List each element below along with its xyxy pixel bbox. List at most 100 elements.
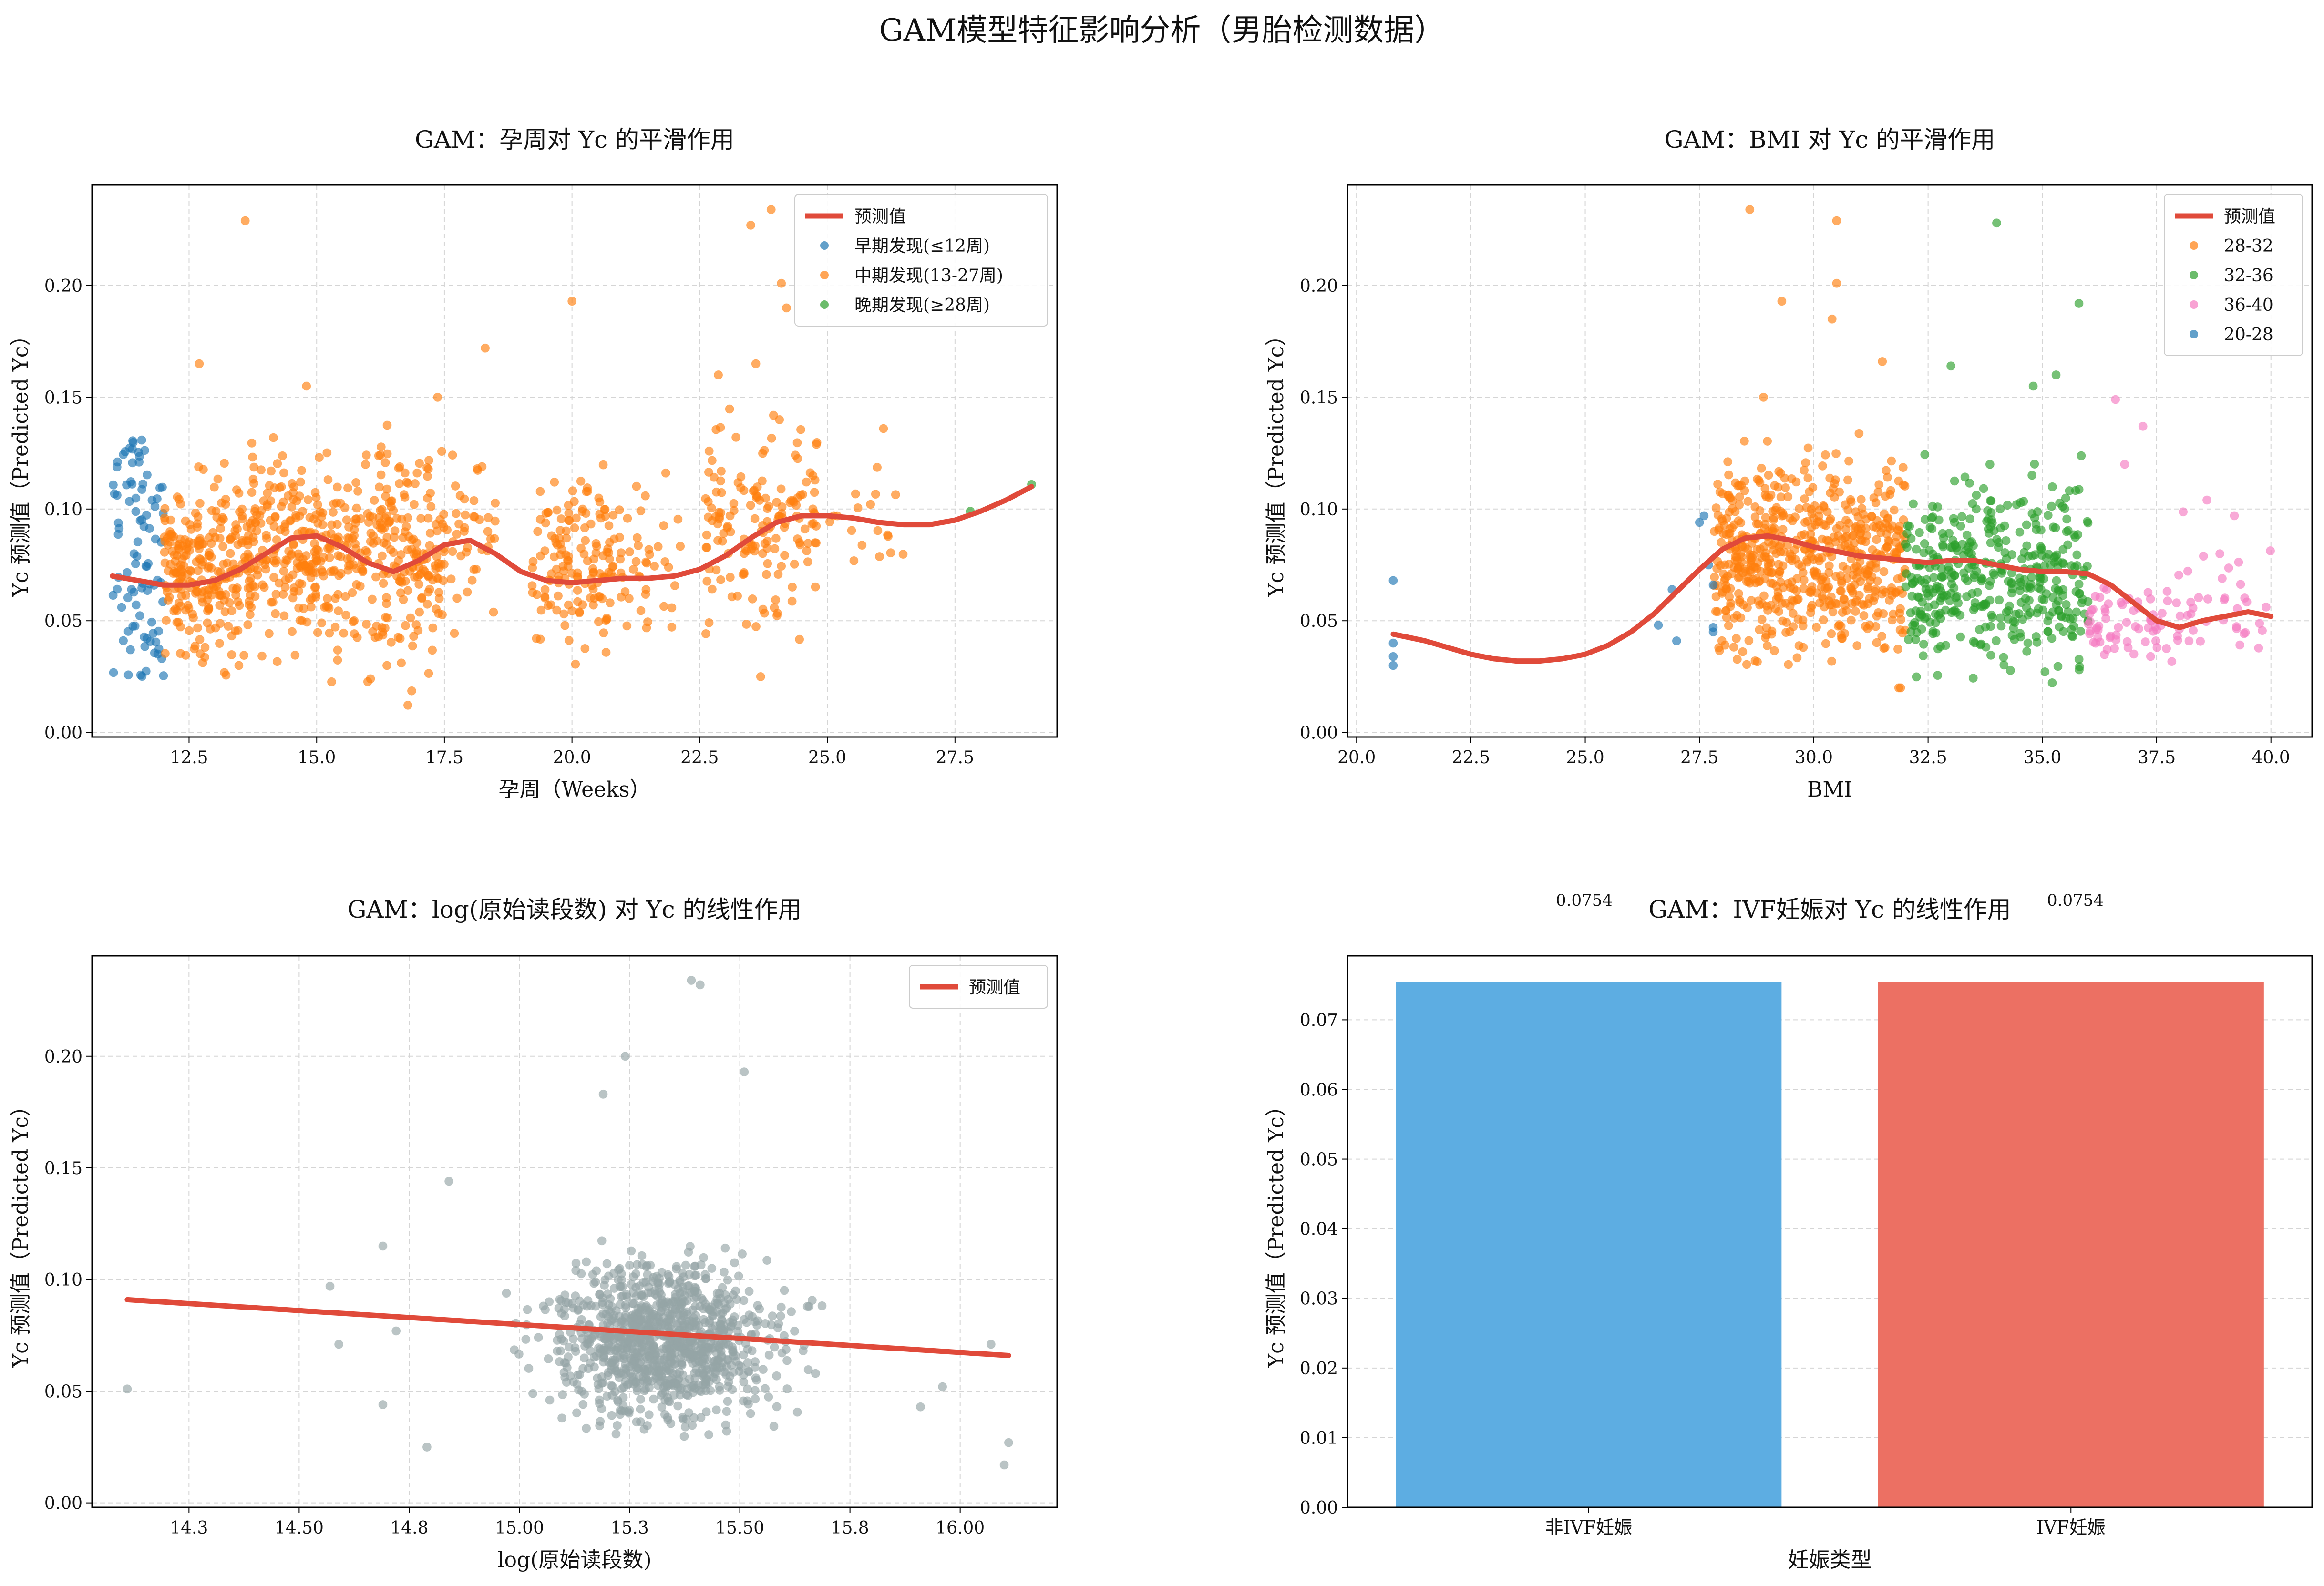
scatter-point xyxy=(2172,598,2181,608)
scatter-point xyxy=(1837,634,1847,643)
scatter-point xyxy=(1744,577,1753,586)
scatter-point xyxy=(2063,607,2073,616)
scatter-point xyxy=(2122,618,2131,627)
scatter-point xyxy=(232,583,242,593)
scatter-point xyxy=(159,671,168,681)
scatter-point xyxy=(1760,520,1770,529)
scatter-point xyxy=(343,483,352,493)
scatter-point xyxy=(381,613,391,622)
scatter-point xyxy=(662,1351,672,1361)
scatter-point xyxy=(416,514,426,523)
x-tick-label: 40.0 xyxy=(2252,748,2290,767)
scatter-point xyxy=(437,447,446,456)
scatter-point xyxy=(555,526,565,535)
scatter-point xyxy=(128,458,137,468)
scatter-point xyxy=(197,560,207,570)
scatter-point xyxy=(227,650,237,659)
scatter-point xyxy=(297,466,306,475)
scatter-point xyxy=(644,545,654,554)
scatter-point xyxy=(2058,591,2067,600)
scatter-point xyxy=(1728,523,1737,532)
scatter-point xyxy=(434,609,443,618)
scatter-point xyxy=(1742,660,1751,669)
scatter-point xyxy=(170,550,179,560)
scatter-point xyxy=(144,524,154,533)
scatter-point xyxy=(637,1301,646,1310)
scatter-point xyxy=(433,574,443,583)
scatter-point xyxy=(673,1337,683,1347)
scatter-point xyxy=(162,616,171,625)
scatter-point xyxy=(618,1282,627,1291)
x-axis-label: log(原始读段数) xyxy=(497,1548,651,1572)
scatter-point xyxy=(2189,625,2198,635)
scatter-point xyxy=(2043,616,2053,626)
scatter-point xyxy=(2015,573,2024,583)
scatter-point xyxy=(739,1370,748,1380)
scatter-point xyxy=(1724,470,1733,480)
scatter-point xyxy=(193,519,202,529)
scatter-point xyxy=(1899,515,1908,524)
scatter-point xyxy=(212,512,222,522)
scatter-point xyxy=(174,617,183,627)
scatter-point xyxy=(679,1432,689,1441)
scatter-point xyxy=(2140,637,2150,646)
scatter-point xyxy=(1968,674,1978,683)
scatter-point xyxy=(218,542,227,551)
scatter-point xyxy=(1844,456,1853,466)
scatter-point xyxy=(1817,583,1826,592)
scatter-point xyxy=(561,550,571,560)
scatter-point xyxy=(576,476,586,486)
scatter-point xyxy=(547,531,556,541)
scatter-point xyxy=(415,570,424,580)
scatter-point xyxy=(313,500,322,510)
scatter-point xyxy=(227,631,237,641)
scatter-point xyxy=(1827,314,1837,324)
scatter-point xyxy=(279,611,289,621)
scatter-point xyxy=(1917,624,1926,634)
y-axis-label: Yc 预测值（Predicted Yc） xyxy=(9,1095,33,1368)
scatter-point xyxy=(127,585,136,594)
scatter-point xyxy=(785,498,795,507)
scatter-point xyxy=(2053,662,2063,671)
scatter-point xyxy=(2092,623,2102,633)
scatter-point xyxy=(561,1358,571,1368)
scatter-point xyxy=(1734,516,1743,525)
scatter-point xyxy=(1879,644,1889,653)
scatter-point xyxy=(341,610,351,620)
scatter-point xyxy=(173,492,182,502)
scatter-point xyxy=(1882,542,1892,552)
scatter-point xyxy=(279,566,288,576)
scatter-point xyxy=(1855,530,1865,540)
scatter-point xyxy=(1985,460,1995,469)
scatter-point xyxy=(380,458,390,467)
scatter-point xyxy=(650,562,659,571)
scatter-point xyxy=(2162,644,2171,653)
scatter-point xyxy=(1879,567,1889,576)
scatter-point xyxy=(603,1371,613,1380)
legend-point-swatch xyxy=(2190,241,2198,250)
scatter-point xyxy=(612,1318,621,1327)
scatter-point xyxy=(535,551,545,561)
scatter-point xyxy=(704,446,714,456)
scatter-point xyxy=(725,573,735,582)
scatter-point xyxy=(571,513,581,523)
scatter-point xyxy=(769,1422,779,1431)
scatter-point xyxy=(151,534,160,544)
scatter-point xyxy=(2114,623,2123,632)
scatter-point xyxy=(167,532,177,541)
scatter-point xyxy=(1746,555,1756,565)
legend-label: 预测值 xyxy=(969,978,1020,997)
scatter-point xyxy=(2104,599,2113,608)
plot-area xyxy=(1388,205,2275,693)
scatter-point xyxy=(2235,640,2245,650)
scatter-point xyxy=(224,622,233,631)
scatter-point xyxy=(176,601,185,611)
scatter-point xyxy=(687,976,696,985)
scatter-point xyxy=(195,359,204,368)
scatter-point xyxy=(2010,618,2020,627)
scatter-point xyxy=(237,514,247,524)
scatter-point xyxy=(332,520,342,529)
y-tick-label: 0.15 xyxy=(44,388,82,408)
scatter-point xyxy=(557,1413,566,1423)
scatter-point xyxy=(2036,585,2046,594)
